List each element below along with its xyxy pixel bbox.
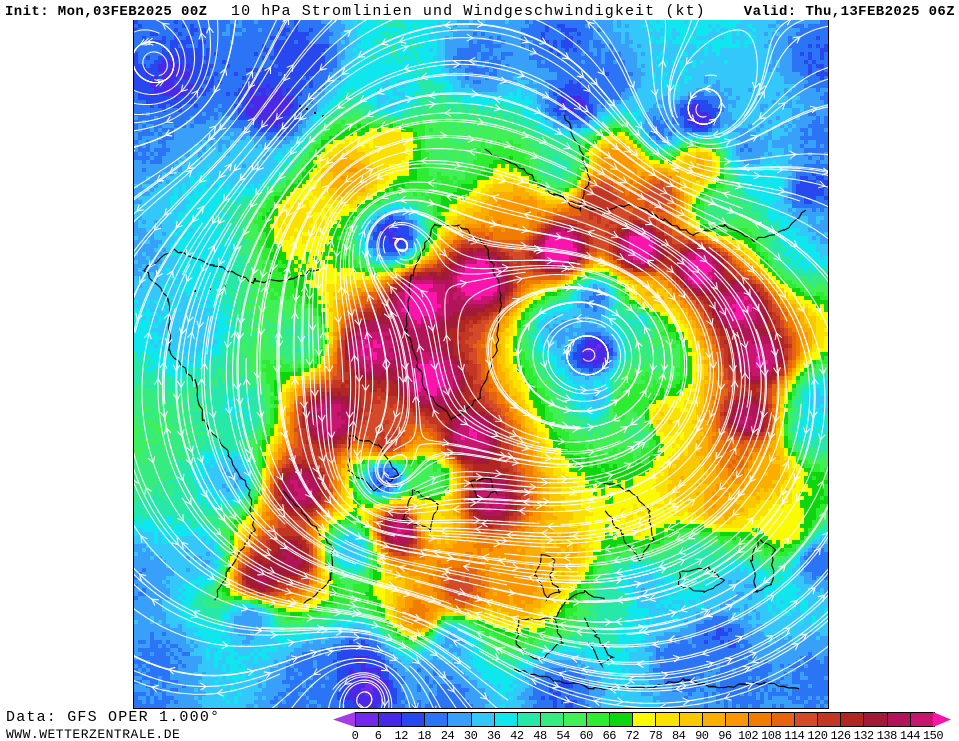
colorbar-tick-42: 42 (510, 729, 524, 741)
init-time-label: Init: Mon,03FEB2025 00Z (5, 4, 208, 20)
colorbar-segment-96-102 (725, 713, 749, 726)
colorbar-above-range-arrow (933, 712, 951, 727)
colorbar-segment-102-108 (748, 713, 772, 726)
colorbar-tick-102: 102 (737, 729, 759, 741)
colorbar-segment-72-78 (633, 713, 657, 726)
colorbar-segments (355, 712, 935, 727)
colorbar-tick-54: 54 (556, 729, 570, 741)
colorbar-tick-66: 66 (602, 729, 617, 741)
colorbar-tick-120: 120 (807, 729, 828, 741)
colorbar-segment-30-36 (471, 713, 495, 726)
colorbar-segment-114-120 (795, 713, 819, 726)
colorbar-tick-48: 48 (533, 729, 547, 741)
colorbar-tick-150: 150 (922, 729, 944, 741)
colorbar-tick-96: 96 (718, 729, 732, 741)
colorbar-tick-132: 132 (853, 729, 875, 741)
colorbar-segment-18-24 (425, 713, 449, 726)
colorbar-segment-126-132 (841, 713, 865, 726)
map-frame (133, 20, 829, 709)
colorbar-segment-78-84 (656, 713, 680, 726)
colorbar-segment-120-126 (818, 713, 842, 726)
colorbar-tick-126: 126 (830, 729, 851, 741)
colorbar-tick-72: 72 (625, 729, 640, 741)
colorbar-segment-108-114 (771, 713, 796, 726)
colorbar-segment-90-96 (702, 713, 726, 726)
colorbar-tick-30: 30 (463, 729, 478, 741)
colorbar-segment-0-6 (356, 713, 380, 726)
colorbar-tick-108: 108 (761, 729, 782, 741)
colorbar-segment-132-138 (864, 713, 888, 726)
colorbar-tick-90: 90 (695, 729, 709, 741)
weather-map-canvas (134, 20, 828, 708)
colorbar-segment-84-90 (679, 713, 703, 726)
data-source-label: Data: GFS OPER 1.000° (6, 709, 221, 726)
colorbar-segment-48-54 (540, 713, 564, 726)
page-title: 10 hPa Stromlinien und Windgeschwindigke… (231, 3, 706, 22)
colorbar-tick-78: 78 (648, 729, 663, 741)
colorbar-tick-6: 6 (374, 729, 382, 741)
colorbar-segment-6-12 (379, 713, 403, 726)
colorbar-tick-0: 0 (351, 729, 359, 741)
colorbar-tick-12: 12 (394, 729, 409, 741)
colorbar-segment-24-30 (448, 713, 472, 726)
colorbar-tick-60: 60 (579, 729, 593, 741)
colorbar-tick-84: 84 (671, 729, 686, 741)
colorbar-segment-54-60 (563, 713, 588, 726)
colorbar-tick-18: 18 (417, 729, 432, 741)
website-label: WWW.WETTERZENTRALE.DE (6, 727, 181, 741)
colorbar-segment-138-144 (887, 713, 911, 726)
valid-time-label: Valid: Thu,13FEB2025 06Z (743, 4, 955, 20)
colorbar-below-range-arrow (333, 712, 355, 727)
wind-speed-colorbar: 0 6 12 18 24 30 36 42 48 54 60 66 72 78 84 90 96 102 108 11… (333, 712, 959, 741)
colorbar-tick-36: 36 (487, 729, 501, 741)
colorbar-tick-138: 138 (876, 729, 898, 741)
colorbar-tick-114: 114 (784, 729, 805, 741)
colorbar-segment-12-18 (402, 713, 426, 726)
colorbar-segment-144-150 (910, 713, 934, 726)
colorbar-segment-42-48 (517, 713, 541, 726)
colorbar-tick-144: 144 (899, 729, 921, 741)
colorbar-tick-24: 24 (440, 729, 455, 741)
colorbar-segment-36-42 (494, 713, 518, 726)
colorbar-segment-66-72 (610, 713, 634, 726)
colorbar-segment-60-66 (587, 713, 611, 726)
